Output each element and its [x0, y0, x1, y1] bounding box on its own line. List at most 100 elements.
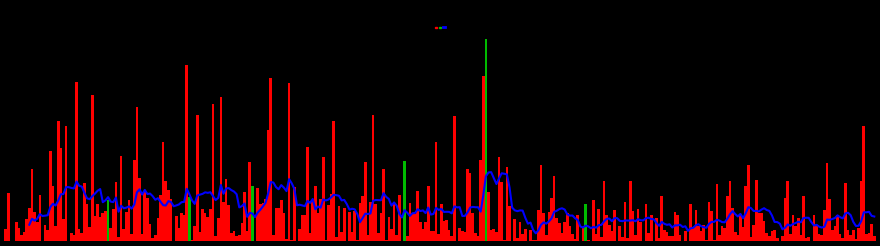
- Bar: [726, 196, 729, 241]
- Bar: [183, 215, 186, 241]
- Bar: [812, 215, 815, 241]
- Bar: [555, 218, 558, 241]
- Bar: [15, 222, 18, 241]
- Bar: [398, 195, 400, 241]
- Bar: [797, 218, 800, 241]
- Bar: [414, 214, 416, 241]
- Bar: [159, 195, 162, 241]
- Bar: [818, 234, 820, 241]
- Bar: [566, 213, 568, 241]
- Bar: [280, 200, 282, 241]
- Bar: [26, 219, 28, 241]
- Bar: [852, 230, 854, 241]
- Bar: [482, 76, 485, 241]
- Bar: [52, 186, 55, 241]
- Bar: [120, 156, 122, 241]
- Bar: [91, 95, 93, 241]
- Bar: [317, 213, 319, 241]
- Bar: [18, 228, 20, 241]
- Bar: [31, 169, 33, 241]
- Bar: [359, 203, 362, 241]
- Bar: [568, 226, 571, 241]
- Bar: [175, 216, 178, 241]
- Bar: [408, 203, 411, 241]
- Bar: [259, 204, 261, 241]
- Bar: [485, 39, 488, 241]
- Bar: [710, 211, 713, 241]
- Bar: [678, 235, 681, 241]
- Bar: [382, 169, 385, 241]
- Bar: [403, 161, 406, 241]
- Bar: [474, 233, 477, 241]
- Bar: [637, 209, 640, 241]
- Bar: [65, 125, 68, 241]
- Bar: [747, 165, 750, 241]
- Bar: [660, 196, 663, 241]
- Bar: [472, 214, 474, 241]
- Bar: [836, 215, 839, 241]
- Bar: [267, 130, 269, 241]
- Bar: [803, 196, 804, 241]
- Bar: [689, 204, 692, 241]
- Bar: [464, 232, 466, 241]
- Bar: [70, 233, 73, 241]
- Bar: [831, 230, 833, 241]
- Bar: [217, 218, 220, 241]
- Bar: [561, 233, 563, 241]
- Bar: [293, 186, 296, 241]
- Bar: [658, 238, 660, 241]
- Bar: [341, 232, 343, 241]
- Bar: [106, 200, 109, 241]
- Bar: [800, 235, 803, 241]
- Bar: [529, 230, 532, 241]
- Bar: [76, 82, 77, 241]
- Bar: [731, 208, 734, 241]
- Bar: [314, 186, 317, 241]
- Bar: [180, 213, 183, 241]
- Bar: [587, 240, 590, 241]
- Bar: [820, 235, 823, 241]
- Bar: [771, 231, 774, 241]
- Bar: [742, 227, 744, 241]
- Bar: [632, 211, 634, 241]
- Bar: [576, 215, 579, 241]
- Bar: [868, 233, 870, 241]
- Bar: [676, 215, 678, 241]
- Bar: [212, 104, 215, 241]
- Bar: [766, 233, 768, 241]
- Bar: [734, 232, 737, 241]
- Bar: [4, 229, 7, 241]
- Bar: [309, 233, 312, 241]
- Bar: [694, 210, 697, 241]
- Bar: [162, 142, 165, 241]
- Bar: [744, 186, 747, 241]
- Bar: [167, 190, 170, 241]
- Bar: [261, 203, 264, 241]
- Bar: [584, 204, 587, 241]
- Bar: [663, 230, 665, 241]
- Bar: [335, 237, 338, 241]
- Bar: [202, 209, 204, 241]
- Bar: [277, 208, 280, 241]
- Bar: [469, 173, 472, 241]
- Bar: [356, 240, 359, 241]
- Bar: [493, 229, 495, 241]
- Bar: [461, 231, 464, 241]
- Bar: [432, 231, 435, 241]
- Bar: [371, 115, 374, 241]
- Bar: [503, 240, 506, 241]
- Bar: [873, 236, 876, 241]
- Bar: [524, 229, 526, 241]
- Bar: [870, 224, 873, 241]
- Bar: [251, 186, 253, 241]
- Bar: [545, 235, 547, 241]
- Bar: [516, 238, 518, 241]
- Bar: [215, 236, 217, 241]
- Bar: [364, 162, 367, 241]
- Bar: [849, 235, 852, 241]
- Bar: [656, 218, 658, 241]
- Bar: [448, 230, 451, 241]
- Bar: [367, 235, 369, 241]
- Bar: [451, 236, 453, 241]
- Bar: [49, 151, 52, 241]
